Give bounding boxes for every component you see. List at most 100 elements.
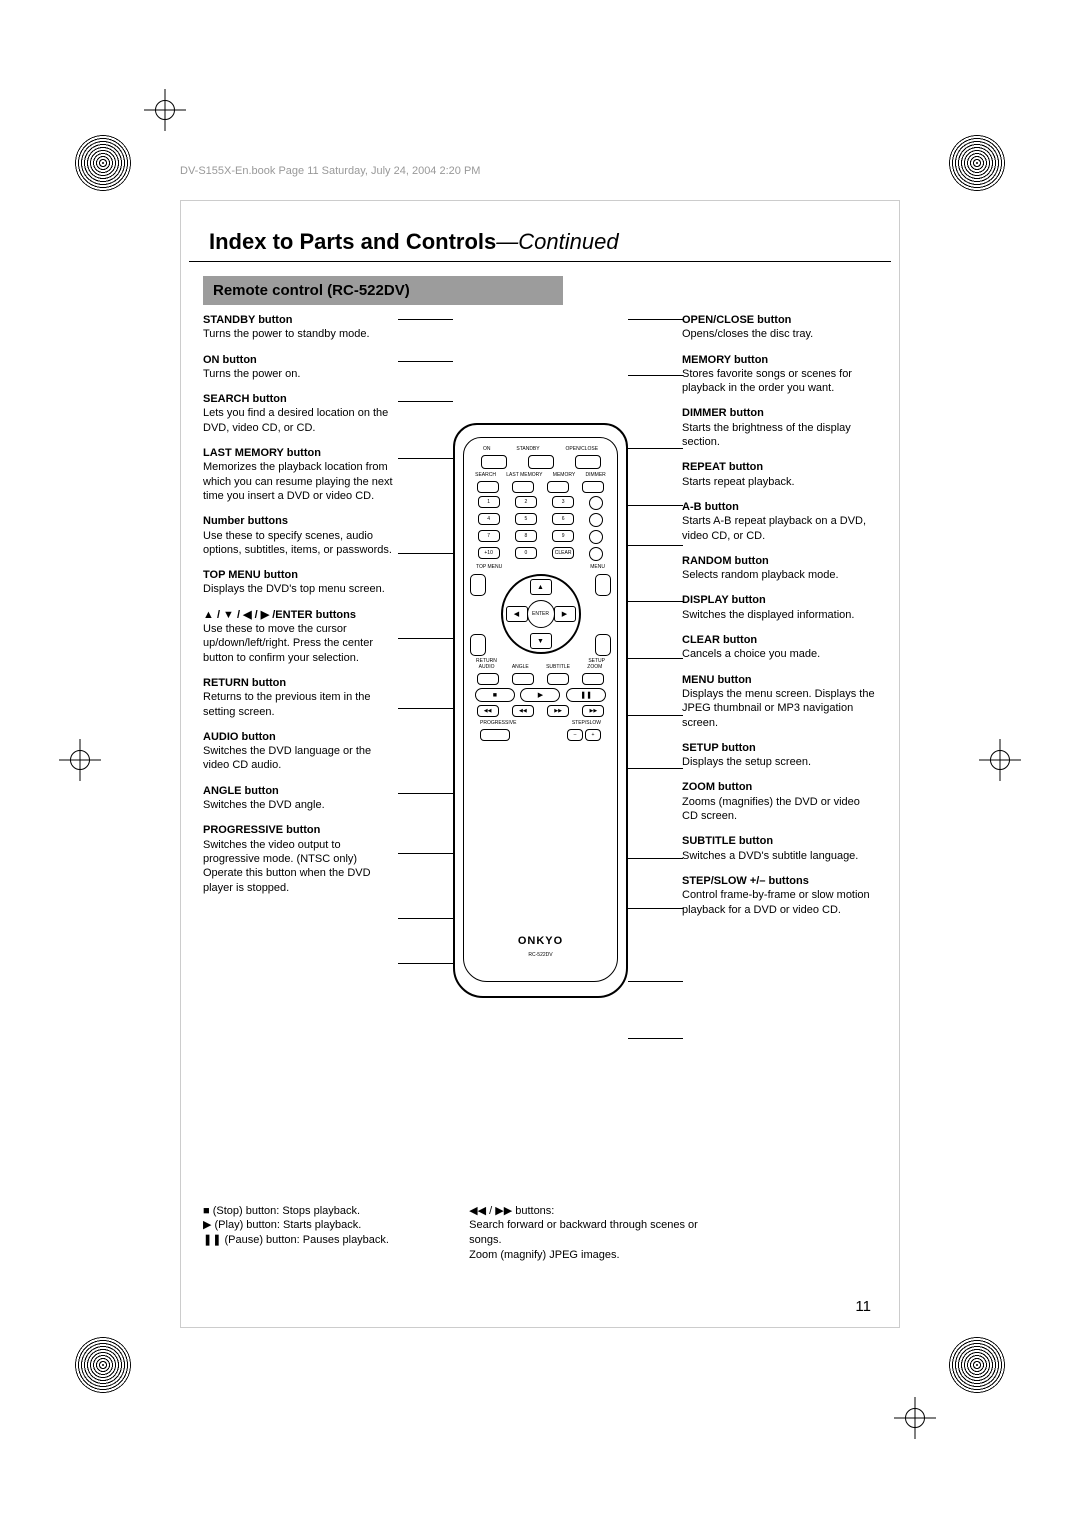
note-title: ◀◀ / ▶▶ buttons: <box>469 1204 705 1219</box>
up-arrow-icon: ▲ <box>530 579 552 595</box>
note-line: ▶ (Play) button: Starts playback. <box>203 1218 439 1233</box>
item-desc: Turns the power to standby mode. <box>203 328 370 340</box>
item-title: SEARCH button <box>203 393 287 405</box>
seek-back-button: ◀◀ <box>512 705 534 717</box>
leader-line <box>398 361 453 362</box>
num-5: 5 <box>515 513 537 525</box>
heading-continued: —Continued <box>496 229 618 254</box>
item-title: OPEN/CLOSE button <box>682 314 791 326</box>
item-title: PROGRESSIVE button <box>203 824 320 836</box>
leader-line <box>398 319 453 320</box>
crop-mark <box>75 135 131 191</box>
sub-label-row: AUDIO ANGLE SUBTITLE ZOOM <box>470 664 611 670</box>
note-line: Search forward or backward through scene… <box>469 1218 705 1248</box>
item-desc: Selects random playback mode. <box>682 569 839 581</box>
subtitle-button <box>547 673 569 685</box>
num-6: 6 <box>552 513 574 525</box>
display-button <box>589 547 603 561</box>
item-desc: Cancels a choice you made. <box>682 648 820 660</box>
item-desc: Control frame-by-frame or slow motion pl… <box>682 889 870 915</box>
item-last-memory: LAST MEMORY buttonMemorizes the playback… <box>203 446 398 503</box>
item-title: REPEAT button <box>682 461 763 473</box>
setup-button <box>595 634 611 656</box>
item-desc: Switches a DVD's subtitle language. <box>682 850 858 862</box>
bottom-row: – + <box>470 729 611 741</box>
item-desc: Use these to move the cursor up/down/lef… <box>203 623 373 664</box>
item-progressive: PROGRESSIVE buttonSwitches the video out… <box>203 823 398 894</box>
item-title: ANGLE button <box>203 785 279 797</box>
step-plus-button: + <box>585 729 601 741</box>
remote-body: ON STANDBY OPEN/CLOSE SEARCH LAST MEMORY… <box>463 437 618 982</box>
remote-label: STANDBY <box>516 446 539 452</box>
repeat-button <box>589 496 603 510</box>
clear-button: CLEAR <box>552 547 574 559</box>
item-standby: STANDBY buttonTurns the power to standby… <box>203 313 398 342</box>
item-repeat: REPEAT button Starts repeat playback. <box>682 460 877 489</box>
item-desc: Starts repeat playback. <box>682 476 795 488</box>
item-title: RETURN button <box>203 677 286 689</box>
step-minus-button: – <box>567 729 583 741</box>
num-9: 9 <box>552 530 574 542</box>
item-desc: Stores favorite songs or scenes for play… <box>682 368 852 394</box>
item-title: CLEAR button <box>682 634 757 646</box>
bottom-notes: ■ (Stop) button: Stops playback. ▶ (Play… <box>203 1204 877 1263</box>
leader-line <box>398 853 453 854</box>
sub-heading: Remote control (RC-522DV) <box>203 276 563 305</box>
item-title: RANDOM button <box>682 555 769 567</box>
crop-mark <box>75 1337 131 1393</box>
item-title: TOP MENU button <box>203 569 298 581</box>
item-title: ZOOM button <box>682 781 752 793</box>
left-column: STANDBY buttonTurns the power to standby… <box>203 313 398 906</box>
item-display: DISPLAY buttonSwitches the displayed inf… <box>682 593 877 622</box>
item-zoom: ZOOM buttonZooms (magnifies) the DVD or … <box>682 780 877 823</box>
item-desc: Switches the displayed information. <box>682 609 854 621</box>
leader-line <box>398 553 453 554</box>
leader-line <box>398 793 453 794</box>
leader-line <box>398 708 453 709</box>
item-title: ON button <box>203 354 257 366</box>
item-title: SUBTITLE button <box>682 835 773 847</box>
nav-wheel: ▲ ▼ ◀ ▶ ENTER <box>501 574 581 654</box>
num-4: 4 <box>478 513 500 525</box>
brand-name: ONKYO <box>518 935 563 947</box>
model-name: RC-522DV <box>528 952 552 958</box>
open-close-button <box>575 455 601 469</box>
remote-label: PROGRESSIVE <box>480 720 516 726</box>
leader-line <box>628 1038 683 1039</box>
item-random: RANDOM button Selects random playback mod… <box>682 554 877 583</box>
remote-label: TOP MENU <box>476 564 502 570</box>
leader-line <box>628 715 683 716</box>
item-desc: Displays the menu screen. Displays the J… <box>682 688 875 729</box>
leader-line <box>398 401 453 402</box>
item-memory: MEMORY button Stores favorite songs or sc… <box>682 353 877 396</box>
remote-row <box>470 455 611 469</box>
item-desc: Displays the DVD's top menu screen. <box>203 583 385 595</box>
page-number: 11 <box>855 1298 871 1315</box>
item-step-slow: STEP/SLOW +/– buttonsControl frame-by-fr… <box>682 874 877 917</box>
item-top-menu: TOP MENU button Displays the DVD's top me… <box>203 568 398 597</box>
page-frame: Index to Parts and Controls—Continued Re… <box>180 200 900 1328</box>
brand-label: ONKYO RC-522DV <box>464 935 617 959</box>
registration-mark <box>990 750 1010 770</box>
item-angle: ANGLE button Switches the DVD angle. <box>203 784 398 813</box>
audio-button <box>477 673 499 685</box>
last-memory-button <box>512 481 534 493</box>
item-enter-buttons: ▲ / ▼ / ◀ / ▶ /ENTER buttonsUse these to… <box>203 608 398 665</box>
remote-diagram: ON STANDBY OPEN/CLOSE SEARCH LAST MEMORY… <box>453 423 628 998</box>
item-number-buttons: Number buttonsUse these to specify scene… <box>203 514 398 557</box>
num-1: 1 <box>478 496 500 508</box>
item-open-close: OPEN/CLOSE buttonOpens/closes the disc t… <box>682 313 877 342</box>
sub-row <box>470 673 611 685</box>
item-title: A-B button <box>682 501 739 513</box>
item-desc: Displays the setup screen. <box>682 756 811 768</box>
main-heading: Index to Parts and Controls—Continued <box>189 201 891 262</box>
num-7: 7 <box>478 530 500 542</box>
item-desc: Switches the DVD angle. <box>203 799 325 811</box>
leader-line <box>628 908 683 909</box>
item-title: MEMORY button <box>682 354 768 366</box>
item-clear: CLEAR button Cancels a choice you made. <box>682 633 877 662</box>
leader-line <box>628 768 683 769</box>
leader-line <box>398 963 453 964</box>
remote-label: SUBTITLE <box>546 664 570 670</box>
zoom-button <box>582 673 604 685</box>
